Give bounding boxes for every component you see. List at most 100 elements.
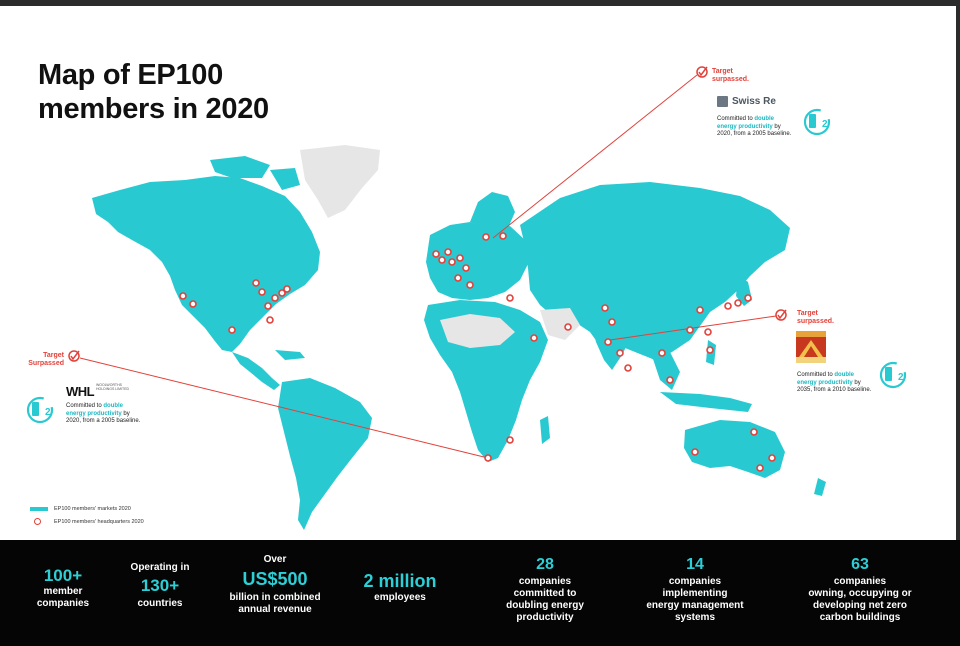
stat-member-companies: 100+ member companies (36, 566, 90, 609)
hq-marker (438, 256, 446, 264)
hq-marker (466, 281, 474, 289)
hq-marker (601, 304, 609, 312)
whl-logo-subtitle: WOOLWORTHS HOLDINGS LIMITED (96, 383, 130, 391)
indonesia (660, 392, 752, 412)
stat-energy-management: 14 companies implementing energy managem… (646, 556, 744, 623)
hq-marker (706, 346, 714, 354)
whl-commitment-text: Committed to double energy productivity … (66, 403, 141, 424)
legend-swatch-markets (30, 507, 48, 511)
badge-number-whl: 2 (45, 407, 51, 418)
south-america (278, 378, 372, 530)
swiss-commitment-text: Committed to double energy productivity … (717, 116, 792, 137)
ep100-badge-icon-swiss (803, 108, 831, 136)
hq-marker (724, 302, 732, 310)
target-check-icon-swiss (696, 66, 708, 78)
hq-marker (686, 326, 694, 334)
title-line-1: Map of EP100 (38, 59, 223, 91)
badge-number-tata: 2 (898, 372, 904, 383)
hq-marker (506, 294, 514, 302)
whl-logo: WHL (66, 384, 95, 399)
stat-revenue: Over US$500 billion in combined annual r… (229, 554, 321, 615)
hq-marker (624, 364, 632, 372)
page-title: Map of EP100 members in 2020 (38, 58, 269, 126)
tata-logo-icon (796, 331, 826, 363)
target-check-icon-whl (68, 350, 80, 362)
hq-marker (750, 428, 758, 436)
hq-marker (768, 454, 776, 462)
legend-markets: EP100 members' markets 2020 (30, 506, 131, 512)
hq-marker (658, 349, 666, 357)
hq-marker (666, 376, 674, 384)
hq-marker (228, 326, 236, 334)
swiss-re-icon (717, 96, 728, 107)
hq-marker (189, 300, 197, 308)
hq-marker (462, 264, 470, 272)
ep100-badge-icon-tata (879, 361, 907, 389)
hq-marker (530, 334, 538, 342)
hq-marker (704, 328, 712, 336)
hq-marker (283, 285, 291, 293)
swiss-re-logo: Swiss Re (717, 96, 776, 107)
arctic-islands-2 (270, 168, 300, 190)
europe (426, 222, 530, 300)
hq-marker (444, 248, 452, 256)
hq-marker (691, 448, 699, 456)
hq-marker (744, 294, 752, 302)
hq-marker (499, 232, 507, 240)
swiss-target-label: Target surpassed. (712, 68, 749, 83)
right-edge (956, 0, 960, 540)
central-america (232, 352, 280, 390)
hq-marker (756, 464, 764, 472)
hq-marker (432, 250, 440, 258)
callout-line-swiss (492, 74, 698, 239)
hq-marker (506, 436, 514, 444)
hq-markers (179, 232, 776, 472)
hq-marker (734, 299, 742, 307)
madagascar (540, 416, 550, 444)
middle-east-nonmember (540, 308, 580, 340)
top-bar (0, 0, 960, 6)
sahara-nonmember (440, 314, 515, 348)
hq-marker (179, 292, 187, 300)
tata-target-label: Target surpassed. (797, 310, 834, 325)
stats-bar: 100+ member companies Operating in 130+ … (0, 540, 960, 646)
stat-doubling-productivity: 28 companies committed to doubling energ… (506, 556, 584, 623)
hq-marker (604, 338, 612, 346)
hq-marker (448, 258, 456, 266)
hq-marker (482, 233, 490, 241)
world-map: 2 2 2 (26, 66, 907, 530)
greenland (300, 145, 380, 218)
hq-marker (616, 349, 624, 357)
caribbean (275, 350, 305, 360)
badge-number-swiss: 2 (822, 119, 828, 130)
hq-marker (608, 318, 616, 326)
tata-logo (796, 331, 826, 363)
north-america (92, 176, 320, 352)
hq-marker (271, 294, 279, 302)
title-line-2: members in 2020 (38, 93, 269, 125)
callout-line-whl (79, 357, 489, 459)
ep100-badge-icon-whl (26, 396, 54, 424)
new-zealand (814, 478, 826, 496)
legend-hq: EP100 members' headquarters 2020 (30, 518, 144, 525)
stat-countries: Operating in 130+ countries (130, 562, 190, 609)
hq-marker (264, 302, 272, 310)
hq-marker (252, 279, 260, 287)
hq-marker (258, 288, 266, 296)
scandinavia (470, 192, 515, 232)
whl-target-label: Target Surpassed (28, 352, 64, 367)
hq-marker (278, 289, 286, 297)
stat-employees: 2 million employees (363, 571, 437, 603)
southeast-asia (650, 350, 680, 390)
legend-hq-marker-icon (34, 518, 41, 525)
target-check-icon-tata (775, 309, 787, 321)
hq-marker (456, 254, 464, 262)
tata-commitment-text: Committed to double energy productivity … (797, 372, 872, 393)
arctic-islands (210, 156, 270, 178)
hq-marker (266, 316, 274, 324)
asia (520, 182, 790, 360)
australia (684, 420, 785, 478)
hq-marker (696, 306, 704, 314)
hq-marker (484, 454, 492, 462)
